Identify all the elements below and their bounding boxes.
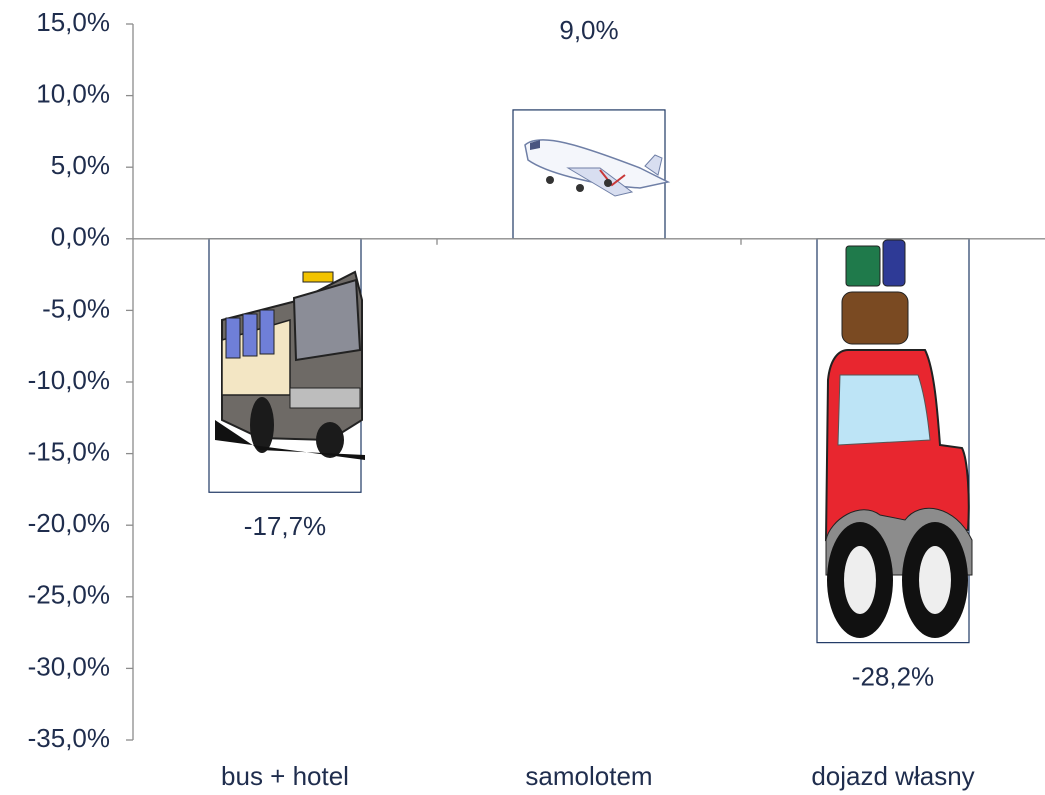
bus-picture [215,270,365,460]
plane-picture [524,139,671,197]
x-tick-label: samolotem [525,761,652,791]
y-tick-label: -30,0% [28,651,110,681]
bar-pictures [215,139,973,638]
y-tick-label: -20,0% [28,508,110,538]
data-label: -17,7% [244,511,326,541]
y-tick-label: -10,0% [28,365,110,395]
data-label: 9,0% [559,15,618,45]
y-tick-label: 15,0% [36,7,110,37]
x-tick-label: dojazd własny [811,761,974,791]
y-tick-label: -25,0% [28,580,110,610]
y-tick-label: -35,0% [28,723,110,753]
y-tick-label: -15,0% [28,436,110,466]
y-tick-label: 0,0% [51,222,110,252]
x-tick-label: bus + hotel [221,761,349,791]
y-tick-label: -5,0% [42,293,110,323]
car-picture [824,239,973,638]
y-tick-label: 10,0% [36,78,110,108]
data-label: -28,2% [852,661,934,691]
y-tick-label: 5,0% [51,150,110,180]
